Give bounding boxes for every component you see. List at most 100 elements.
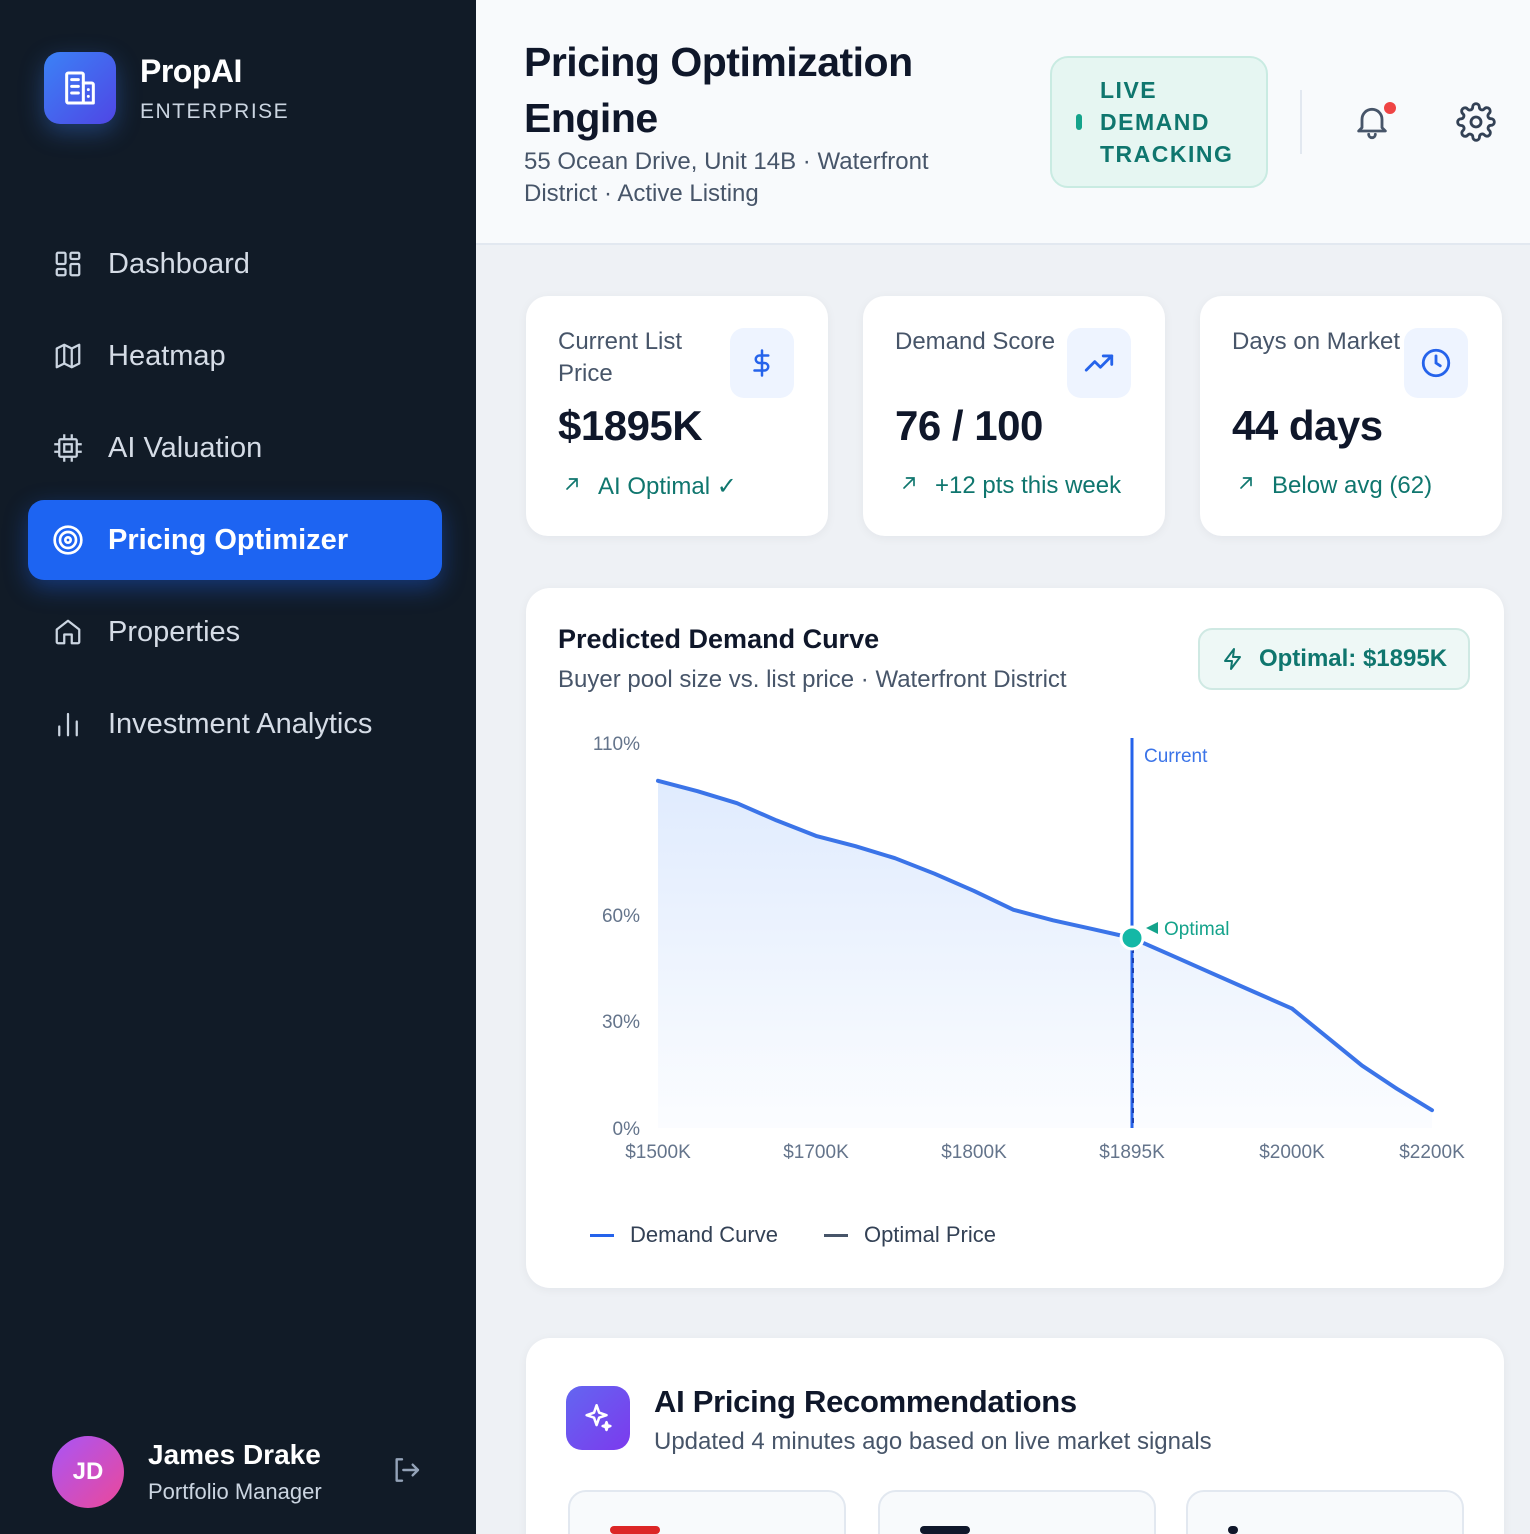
chart-subtitle: Buyer pool size vs. list price · Waterfr… (558, 666, 1067, 693)
page-subtitle: 55 Ocean Drive, Unit 14B · Waterfront Di… (524, 148, 929, 207)
legend-swatch (823, 1233, 848, 1237)
nav-item-properties[interactable]: Properties (28, 592, 442, 672)
brand[interactable]: PropAI ENTERPRISE (44, 52, 289, 124)
avatar: JD (52, 1436, 124, 1508)
main-nav: Dashboard Heatmap AI Valuation Pricing O… (28, 224, 442, 776)
optimal-price-pill[interactable]: Optimal: $1895K (1198, 628, 1470, 690)
reco-tile-icon (920, 1526, 970, 1534)
header-divider (1300, 90, 1302, 154)
arrow-up-right-icon (1236, 472, 1256, 500)
user-role: Portfolio Manager (148, 1479, 322, 1504)
stat-label: Current List Price (558, 328, 683, 387)
sparkles-icon (566, 1386, 630, 1450)
building-logo-icon (44, 52, 116, 124)
lightning-icon (1221, 647, 1245, 671)
trending-up-icon (1067, 328, 1131, 398)
reco-tile[interactable] (1186, 1490, 1464, 1534)
brand-name: PropAI (140, 52, 242, 89)
bell-icon[interactable] (1352, 100, 1392, 147)
gear-icon[interactable] (1456, 102, 1496, 147)
stat-label: Demand Score (895, 328, 1056, 355)
demand-area (658, 780, 1432, 1128)
nav-item-ai-valuation[interactable]: AI Valuation (28, 408, 442, 488)
stat-trend-label: +12 pts this week (935, 472, 1122, 499)
stat-trend: +12 pts this week (899, 472, 1121, 500)
demand-curve-line (656, 778, 1434, 1113)
dollar-icon (730, 328, 794, 398)
nav-item-dashboard[interactable]: Dashboard (28, 224, 442, 304)
legend-item-demand-curve[interactable]: Demand Curve (590, 1222, 778, 1248)
stat-trend: Below avg (62) (1236, 472, 1432, 500)
demand-curve-card: Predicted Demand Curve Buyer pool size v… (526, 588, 1504, 1288)
target-icon (52, 524, 84, 556)
x-tick-label: $1800K (941, 1142, 1007, 1163)
brand-subtitle: ENTERPRISE (140, 99, 290, 123)
reco-title: AI Pricing Recommendations (654, 1384, 1077, 1419)
live-demand-badge: LIVE DEMAND TRACKING (1050, 56, 1268, 188)
x-tick-label: $2000K (1259, 1142, 1325, 1163)
reco-tile[interactable] (878, 1490, 1156, 1534)
stat-trend-label: AI Optimal ✓ (598, 473, 737, 500)
bar-chart-icon (52, 708, 84, 740)
page-header: Pricing Optimization Engine 55 Ocean Dri… (476, 0, 1530, 245)
live-badge-label: LIVE DEMAND TRACKING (1100, 77, 1234, 167)
legend-label: Optimal Price (863, 1222, 996, 1247)
x-tick-label: $1700K (783, 1142, 849, 1163)
x-tick-label: $1500K (625, 1142, 691, 1163)
y-tick-label: 30% (602, 1012, 640, 1033)
arrow-up-right-icon (899, 472, 919, 500)
chart-title: Predicted Demand Curve (558, 624, 880, 654)
optimal-point[interactable] (1119, 925, 1145, 951)
reco-tile[interactable] (568, 1490, 846, 1534)
optimal-label: Optimal (1164, 919, 1229, 940)
nav-label: Investment Analytics (108, 707, 373, 740)
user-profile[interactable]: JD James Drake Portfolio Manager (52, 1436, 422, 1508)
y-tick-label: 0% (613, 1119, 641, 1140)
y-tick-label: 60% (602, 906, 640, 927)
legend-label: Demand Curve (630, 1222, 778, 1247)
nav-label: Heatmap (108, 339, 226, 372)
page-title: Pricing Optimization Engine (524, 39, 913, 141)
legend-swatch (590, 1233, 614, 1237)
stat-card-demand-score[interactable]: Demand Score 76 / 100 +12 pts this week (863, 296, 1165, 536)
reco-tile-icon (610, 1526, 660, 1534)
nav-label: Pricing Optimizer (108, 523, 349, 556)
dashboard-grid-icon (52, 248, 84, 280)
cpu-chip-icon (52, 432, 84, 464)
chart-legend: Demand Curve Optimal Price (590, 1222, 1042, 1248)
map-icon (52, 340, 84, 372)
nav-item-pricing-optimizer[interactable]: Pricing Optimizer (28, 500, 442, 580)
ai-recommendations-card: AI Pricing Recommendations Updated 4 min… (526, 1338, 1504, 1534)
arrow-up-right-icon (562, 473, 582, 501)
reco-tile-icon (1228, 1526, 1238, 1534)
current-label: Current (1144, 746, 1208, 767)
nav-label: AI Valuation (108, 431, 263, 464)
reco-subtitle: Updated 4 minutes ago based on live mark… (654, 1428, 1212, 1455)
live-indicator-icon (1076, 114, 1082, 130)
legend-item-optimal-price[interactable]: Optimal Price (823, 1222, 996, 1248)
x-tick-label: $1895K (1099, 1142, 1165, 1163)
stat-value: 44 days (1232, 402, 1383, 449)
stat-value: 76 / 100 (895, 402, 1043, 449)
user-name: James Drake (148, 1439, 321, 1470)
stat-trend-label: Below avg (62) (1272, 472, 1433, 499)
x-tick-label: $2200K (1399, 1142, 1465, 1163)
sidebar: PropAI ENTERPRISE Dashboard Heatmap AI V… (0, 0, 476, 1534)
home-icon (52, 616, 84, 648)
nav-item-investment-analytics[interactable]: Investment Analytics (28, 684, 442, 764)
stat-trend: AI Optimal ✓ (562, 472, 737, 501)
logout-icon[interactable] (390, 1454, 422, 1491)
nav-label: Dashboard (108, 247, 250, 280)
notification-dot (1384, 102, 1396, 114)
stat-label: Days on Market (1232, 328, 1401, 355)
stat-card-days-on-market[interactable]: Days on Market 44 days Below avg (62) (1200, 296, 1502, 536)
stat-value: $1895K (558, 402, 703, 449)
clock-icon (1404, 328, 1468, 398)
nav-label: Properties (108, 615, 241, 648)
optimal-pill-label: Optimal: $1895K (1258, 645, 1448, 672)
stat-card-list-price[interactable]: Current List Price $1895K AI Optimal ✓ (526, 296, 828, 536)
demand-curve-chart: 110% 60% 30% 0% $1500K $1700K $1800K $1895K $20… (593, 734, 1465, 1163)
nav-item-heatmap[interactable]: Heatmap (28, 316, 442, 396)
optimal-pointer-icon (1146, 921, 1158, 934)
y-tick-label: 110% (593, 734, 640, 755)
